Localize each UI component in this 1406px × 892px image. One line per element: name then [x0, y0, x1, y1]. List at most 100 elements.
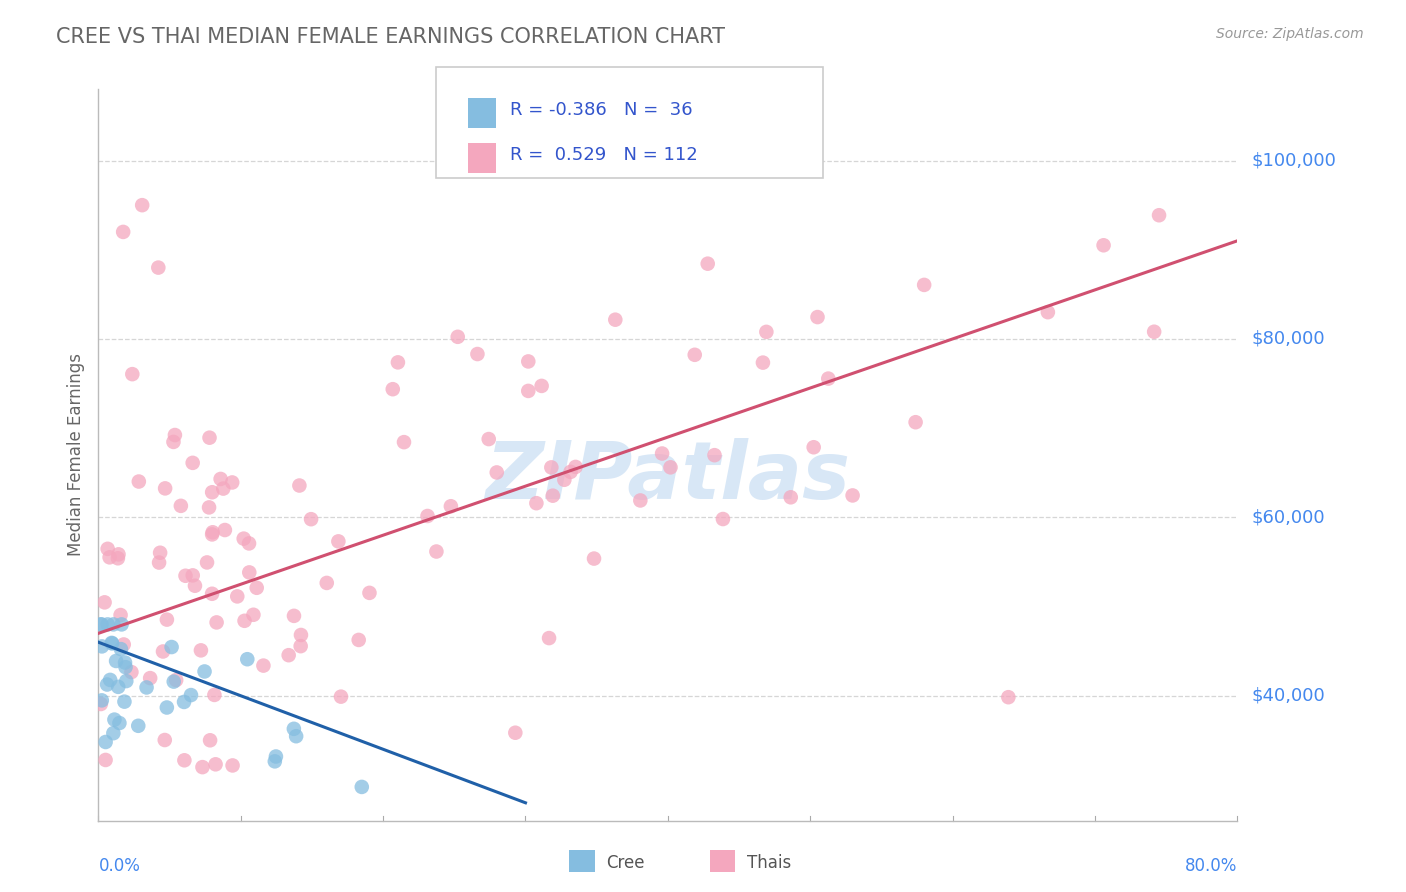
Point — [184, 579, 207, 593]
Point — [755, 325, 778, 339]
Text: $40,000: $40,000 — [1251, 687, 1324, 705]
Point — [160, 640, 183, 654]
Point — [198, 500, 221, 515]
Point — [162, 434, 184, 449]
Point — [94, 753, 117, 767]
Point — [195, 556, 218, 570]
Point — [806, 310, 828, 324]
Point — [226, 590, 249, 604]
Point — [659, 460, 682, 475]
Point — [173, 695, 195, 709]
Point — [288, 478, 311, 492]
Point — [149, 546, 172, 560]
Point — [103, 617, 125, 632]
Point — [711, 512, 734, 526]
Point — [181, 568, 204, 582]
Point — [202, 688, 225, 702]
Point — [605, 312, 627, 326]
Point — [121, 367, 143, 381]
Point — [381, 382, 404, 396]
Point — [153, 482, 176, 496]
Point — [359, 586, 381, 600]
Point — [214, 523, 236, 537]
Point — [283, 608, 305, 623]
Point — [221, 475, 243, 490]
Point — [1092, 238, 1115, 252]
Point — [170, 499, 193, 513]
Point — [97, 617, 120, 632]
Point — [114, 656, 136, 670]
Point — [1143, 325, 1166, 339]
Point — [96, 677, 118, 691]
Point — [128, 475, 150, 489]
Point — [651, 446, 673, 460]
Point — [165, 673, 187, 687]
Point — [290, 628, 312, 642]
Point — [174, 568, 197, 582]
Point — [696, 257, 718, 271]
Point — [683, 348, 706, 362]
Point — [209, 472, 232, 486]
Point — [752, 356, 775, 370]
Point — [105, 654, 128, 668]
Text: R =  0.529   N = 112: R = 0.529 N = 112 — [510, 146, 699, 164]
Point — [347, 632, 370, 647]
Text: $100,000: $100,000 — [1251, 152, 1336, 169]
Point — [103, 713, 125, 727]
Point — [416, 508, 439, 523]
Point — [485, 466, 508, 480]
Point — [108, 716, 131, 731]
Point — [817, 371, 839, 385]
Point — [101, 636, 124, 650]
Point — [107, 551, 129, 566]
Point — [478, 432, 501, 446]
Point — [115, 674, 138, 689]
Point — [803, 440, 825, 454]
Point — [198, 431, 221, 445]
Text: R = -0.386   N =  36: R = -0.386 N = 36 — [510, 102, 693, 120]
Text: 0.0%: 0.0% — [98, 857, 141, 875]
Text: Cree: Cree — [606, 855, 644, 872]
Point — [201, 485, 224, 500]
Point — [135, 681, 157, 695]
Point — [204, 757, 226, 772]
Point — [112, 225, 135, 239]
Point — [517, 354, 540, 368]
Point — [703, 448, 725, 462]
Point — [440, 500, 463, 514]
Text: ZIPatlas: ZIPatlas — [485, 438, 851, 516]
Point — [236, 652, 259, 666]
Point — [110, 617, 132, 632]
Point — [198, 733, 221, 747]
Point — [328, 534, 350, 549]
Point — [246, 581, 269, 595]
Point — [139, 671, 162, 685]
Point — [232, 532, 254, 546]
Point — [252, 658, 274, 673]
Point — [181, 456, 204, 470]
Y-axis label: Median Female Earnings: Median Female Earnings — [66, 353, 84, 557]
Point — [98, 550, 121, 565]
Point — [201, 525, 224, 540]
Point — [350, 780, 373, 794]
Point — [110, 642, 132, 657]
Point — [564, 459, 586, 474]
Point — [779, 491, 801, 505]
Point — [120, 665, 142, 679]
Point — [277, 648, 299, 662]
Point — [582, 551, 605, 566]
Point — [221, 758, 243, 772]
Point — [330, 690, 353, 704]
Point — [1147, 208, 1170, 222]
Point — [127, 719, 149, 733]
Point — [98, 673, 121, 687]
Point — [628, 493, 651, 508]
Point — [526, 496, 548, 510]
Point — [112, 638, 135, 652]
Point — [94, 735, 117, 749]
Point — [212, 482, 235, 496]
Point — [841, 488, 863, 502]
Point — [191, 760, 214, 774]
Point — [93, 595, 115, 609]
Point — [110, 607, 132, 622]
